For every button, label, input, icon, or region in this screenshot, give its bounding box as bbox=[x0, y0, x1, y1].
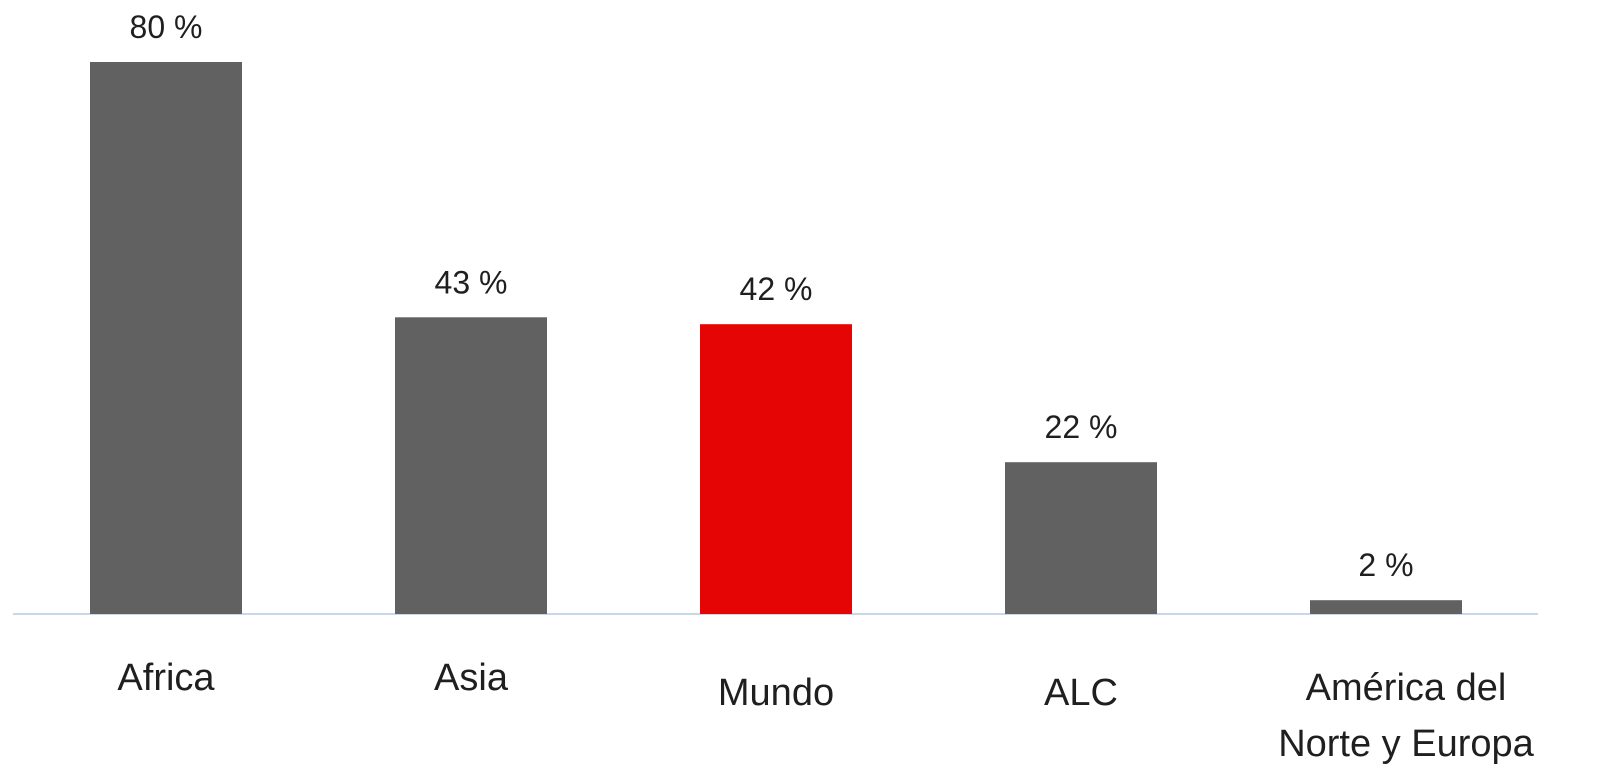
bar bbox=[395, 317, 547, 614]
x-tick-label: América del Norte y Europa bbox=[1278, 667, 1534, 765]
bar bbox=[1005, 462, 1157, 614]
value-label: 2 % bbox=[1358, 547, 1413, 583]
value-label: 43 % bbox=[435, 264, 508, 300]
value-label: 22 % bbox=[1045, 409, 1118, 445]
bar bbox=[700, 324, 852, 614]
value-label: 42 % bbox=[740, 271, 813, 307]
x-tick-label: ALC bbox=[1044, 672, 1118, 714]
bar bbox=[90, 62, 242, 614]
x-tick-label: Asia bbox=[434, 657, 508, 699]
x-tick-label: Mundo bbox=[717, 672, 835, 714]
x-tick-label: Africa bbox=[117, 657, 215, 699]
bar bbox=[1310, 600, 1462, 614]
value-label: 80 % bbox=[130, 9, 203, 45]
